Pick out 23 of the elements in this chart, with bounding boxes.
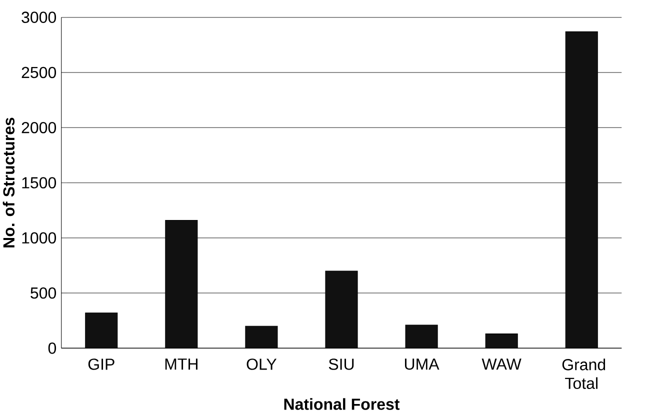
bar: [405, 324, 438, 348]
x-tick-label: GIP: [88, 358, 114, 370]
bar: [245, 326, 278, 348]
y-tick-label: 1000: [22, 232, 56, 244]
x-tick-label: OLY: [246, 358, 277, 370]
bar: [85, 312, 118, 348]
y-tick-label: 3000: [22, 12, 56, 24]
y-tick-label: 500: [30, 288, 56, 299]
y-axis-title: No. of Structures: [2, 118, 15, 248]
x-tick-label: MTH: [165, 358, 198, 370]
bar: [165, 220, 198, 348]
x-tick-label: SIU: [328, 358, 354, 370]
x-axis-title: National Forest: [284, 398, 400, 410]
y-tick-label: 2500: [22, 67, 56, 78]
bar: [485, 334, 518, 348]
x-tick-label: UMA: [404, 358, 440, 370]
y-tick-label: 0: [48, 342, 56, 354]
bar: [565, 32, 598, 348]
bar: [325, 270, 358, 348]
y-tick-label: 2000: [22, 122, 56, 134]
y-tick-label: 1500: [22, 177, 56, 189]
x-tick-label: WAW: [482, 358, 522, 370]
x-tick-label: Grand Total: [562, 358, 606, 390]
